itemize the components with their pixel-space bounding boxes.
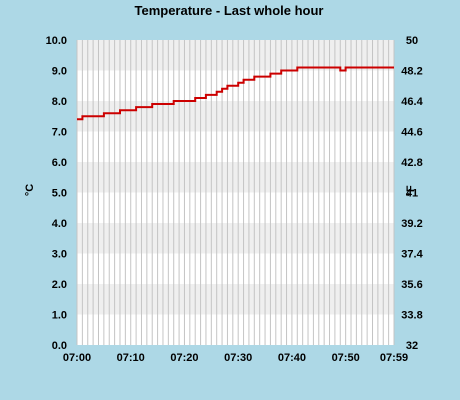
y2-tick-label: 48.2 xyxy=(401,66,422,78)
grid-band xyxy=(77,101,394,132)
grid-band xyxy=(77,131,394,162)
x-tick-label: 07:30 xyxy=(224,352,252,364)
y2-tick-label: 37.4 xyxy=(401,249,423,261)
x-tick-label: 07:50 xyxy=(332,352,360,364)
x-tick-label: 07:20 xyxy=(170,352,198,364)
y-axis-left-labels: 0.0 1.0 2.0 3.0 4.0 5.0 6.0 7.0 8.0 9.0 10.0 xyxy=(46,35,67,352)
grid-band xyxy=(77,162,394,193)
grid-band xyxy=(77,284,394,315)
y-tick-label: 9.0 xyxy=(52,66,67,78)
x-tick-label: 07:59 xyxy=(380,352,408,364)
y2-tick-label: 41 xyxy=(406,188,418,200)
chart-title: Temperature - Last whole hour xyxy=(134,3,323,18)
x-tick-label: 07:40 xyxy=(278,352,306,364)
y2-tick-label: 42.8 xyxy=(401,157,422,169)
y2-tick-label: 50 xyxy=(406,35,418,47)
y-tick-label: 2.0 xyxy=(52,279,67,291)
series-layer xyxy=(77,66,394,121)
y2-tick-label: 44.6 xyxy=(401,127,422,139)
y-tick-label: 6.0 xyxy=(52,157,67,169)
plot-area xyxy=(77,40,394,345)
x-tick-label: 07:00 xyxy=(63,352,91,364)
y-tick-label: 8.0 xyxy=(52,96,67,108)
grid-band xyxy=(77,253,394,284)
y-axis-left-title: °C xyxy=(24,184,36,196)
y-tick-label: 7.0 xyxy=(52,127,67,139)
y2-tick-label: 39.2 xyxy=(401,218,422,230)
grid-band xyxy=(77,223,394,254)
y-tick-label: 4.0 xyxy=(52,218,67,230)
series-line xyxy=(77,66,394,121)
y-tick-label: 0.0 xyxy=(52,340,67,352)
y-tick-label: 5.0 xyxy=(52,188,67,200)
y2-tick-label: 35.6 xyxy=(401,279,422,291)
y-tick-label: 3.0 xyxy=(52,249,67,261)
y-tick-label: 10.0 xyxy=(46,35,67,47)
y-tick-label: 1.0 xyxy=(52,310,67,322)
y2-tick-label: 33.8 xyxy=(401,310,422,322)
grid-band xyxy=(77,40,394,71)
y-axis-right-labels: 32 33.8 35.6 37.4 39.2 41 42.8 44.6 46.4 48.2 50 xyxy=(401,35,423,352)
y-axis-right-title: °F xyxy=(405,185,417,196)
y2-tick-label: 32 xyxy=(406,340,418,352)
grid-band xyxy=(77,314,394,345)
y2-tick-label: 46.4 xyxy=(401,96,423,108)
grid-band xyxy=(77,192,394,223)
x-tick-label: 07:10 xyxy=(117,352,145,364)
x-axis-labels: 07:00 07:10 07:20 07:30 07:40 07:50 07:59 xyxy=(63,352,408,364)
